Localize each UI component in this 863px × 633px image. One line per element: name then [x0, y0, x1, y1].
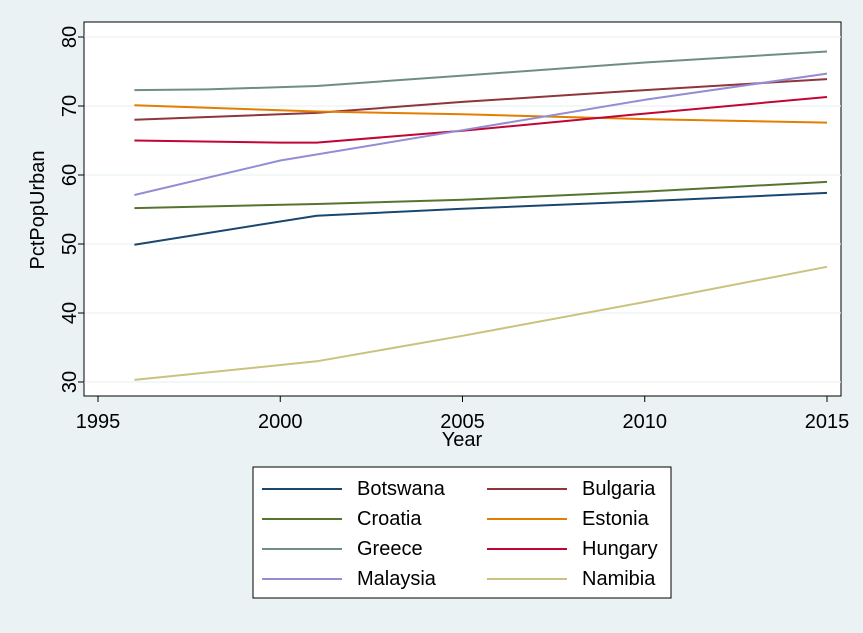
y-tick-label: 60 — [59, 164, 81, 186]
grid — [84, 36, 841, 383]
y-tick-label: 40 — [59, 302, 81, 324]
y-tick-label: 30 — [59, 371, 81, 393]
axes: 30 40 50 60 70 80 1995 2000 2005 2010 2015 — [59, 26, 849, 433]
series-line-hungary — [134, 96, 828, 144]
series-line-malaysia — [134, 72, 828, 196]
legend-label-estonia: Estonia — [582, 508, 650, 530]
x-tick-label: 2010 — [623, 411, 668, 433]
series-line-greece — [134, 50, 828, 92]
series-line-bulgaria — [134, 78, 828, 121]
series-line-estonia — [134, 104, 828, 124]
x-tick-label: 1995 — [76, 411, 121, 433]
legend-label-hungary: Hungary — [582, 538, 658, 560]
series-lines — [134, 50, 828, 381]
legend-label-croatia: Croatia — [357, 508, 422, 530]
x-tick-label: 2005 — [440, 411, 485, 433]
y-tick-label: 70 — [59, 95, 81, 117]
series-line-croatia — [134, 180, 828, 210]
legend-label-bulgaria: Bulgaria — [582, 478, 656, 500]
y-tick-label: 50 — [59, 233, 81, 255]
series-line-botswana — [134, 191, 828, 246]
y-axis-title: PctPopUrban — [27, 151, 49, 270]
legend-label-malaysia: Malaysia — [357, 568, 437, 590]
legend: Botswana Bulgaria Croatia Estonia Greece Hung… — [262, 478, 658, 590]
x-tick-label: 2015 — [805, 411, 850, 433]
legend-label-greece: Greece — [357, 538, 423, 560]
x-axis-title: Year — [442, 429, 483, 451]
x-tick-label: 2000 — [258, 411, 303, 433]
y-tick-label: 80 — [59, 26, 81, 48]
legend-label-namibia: Namibia — [582, 568, 656, 590]
legend-label-botswana: Botswana — [357, 478, 446, 500]
series-line-namibia — [134, 265, 828, 381]
